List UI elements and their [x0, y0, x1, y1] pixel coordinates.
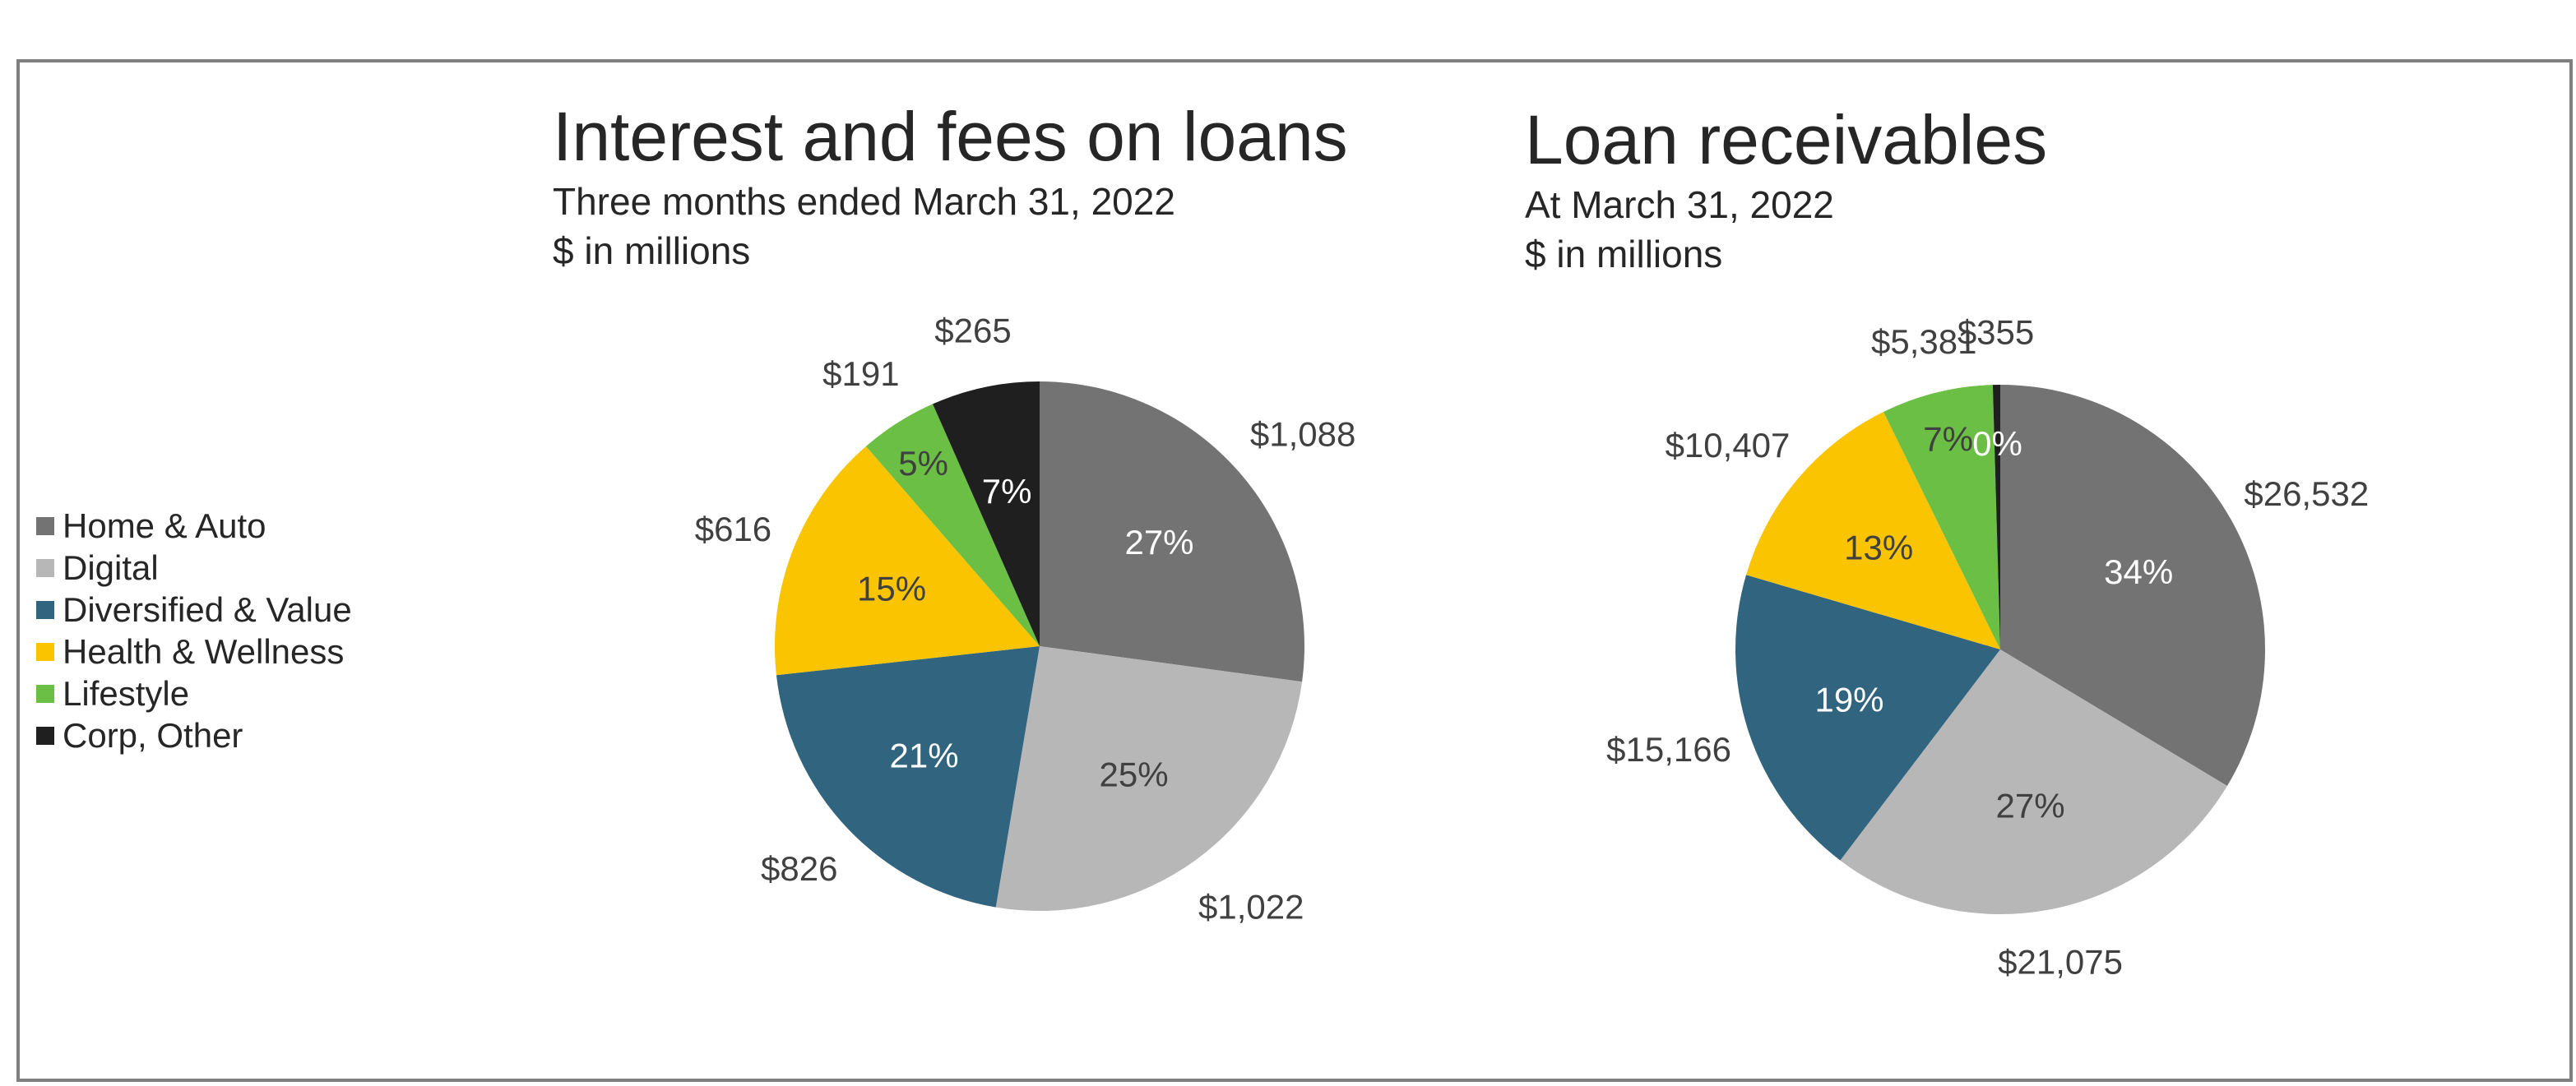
pie-slice-lifestyle — [1883, 385, 2000, 649]
pie-slice-home-auto — [2000, 385, 2265, 787]
pie-slice-health-wellness — [1746, 411, 2000, 649]
legend-item-lifestyle: Lifestyle — [36, 672, 352, 714]
pie-percent-label: 13% — [1844, 529, 1913, 567]
legend: Home & Auto Digital Diversified & Value … — [36, 505, 352, 756]
pie-percent-label: 15% — [857, 570, 926, 608]
chart-unit-interest: $ in millions — [553, 229, 751, 272]
pie-interest-fees: 27% $1,088 25% $1,022 21% $826 15% $616 5% $191 7%… — [695, 312, 1356, 927]
legend-label: Home & Auto — [63, 506, 266, 545]
pie-value-label: $15,166 — [1606, 730, 1731, 769]
legend-item-digital: Digital — [36, 547, 352, 589]
pie-slice-digital — [1840, 649, 2227, 914]
legend-swatch — [36, 558, 54, 577]
legend-swatch — [36, 516, 54, 535]
pie-value-label: $616 — [695, 510, 771, 548]
pie-percent-label: 21% — [890, 737, 959, 775]
pie-value-label: $1,022 — [1198, 887, 1304, 926]
pie-slice-corp-other — [933, 381, 1040, 646]
legend-item-corp-other: Corp, Other — [36, 714, 352, 756]
pie-percent-label: 0% — [1972, 424, 2022, 463]
pie-value-label: $191 — [822, 354, 899, 393]
pie-percent-label: 19% — [1814, 680, 1883, 719]
pie-percent-label: 7% — [982, 472, 1032, 511]
legend-label: Corp, Other — [63, 715, 243, 755]
legend-label: Diversified & Value — [63, 589, 352, 629]
pie-loan-receivables: 34% $26,532 27% $21,075 19% $15,166 13% $10,407… — [1606, 313, 2369, 982]
pie-slice-digital — [995, 646, 1303, 911]
legend-item-home-auto: Home & Auto — [36, 505, 352, 547]
pie-percent-label: 27% — [1995, 787, 2064, 825]
pie-percent-label: 34% — [2104, 552, 2173, 591]
pie-slice-diversified-value — [776, 646, 1040, 908]
legend-item-diversified-value: Diversified & Value — [36, 589, 352, 631]
pie-percent-label: 25% — [1100, 756, 1169, 794]
chart-frame — [16, 59, 2573, 1082]
pie-value-label: $10,407 — [1666, 426, 1791, 464]
pie-value-label: $826 — [761, 849, 837, 888]
pie-slice-lifestyle — [865, 404, 1040, 646]
legend-swatch — [36, 600, 54, 619]
pie-value-label: $5,381 — [1871, 322, 1976, 361]
pie-value-label: $26,532 — [2244, 474, 2369, 513]
chart-subtitle-interest: Three months ended March 31, 2022 — [553, 180, 1175, 223]
pie-slice-diversified-value — [1735, 575, 2000, 861]
pie-percent-label: 27% — [1124, 523, 1193, 561]
chart-subtitle-receivables: At March 31, 2022 — [1525, 183, 1834, 226]
legend-swatch — [36, 684, 54, 703]
pie-slice-health-wellness — [775, 446, 1040, 676]
pie-value-label: $265 — [934, 312, 1011, 350]
pie-percent-label: 7% — [1923, 420, 1973, 459]
legend-swatch — [36, 726, 54, 745]
chart-title-receivables: Loan receivables — [1525, 101, 2048, 178]
pie-slice-corp-other — [1992, 385, 2000, 649]
pie-slice-home-auto — [1040, 381, 1304, 682]
legend-label: Health & Wellness — [63, 631, 345, 671]
chart-unit-receivables: $ in millions — [1525, 233, 1723, 275]
chart-title-interest: Interest and fees on loans — [553, 98, 1348, 175]
pie-value-label: $1,088 — [1250, 415, 1355, 454]
pie-value-label: $355 — [1957, 313, 2034, 352]
pie-value-label: $21,075 — [1998, 942, 2123, 981]
legend-swatch — [36, 642, 54, 661]
legend-label: Lifestyle — [63, 673, 190, 713]
legend-label: Digital — [63, 548, 159, 587]
legend-item-health-wellness: Health & Wellness — [36, 631, 352, 672]
pie-percent-label: 5% — [898, 444, 948, 483]
